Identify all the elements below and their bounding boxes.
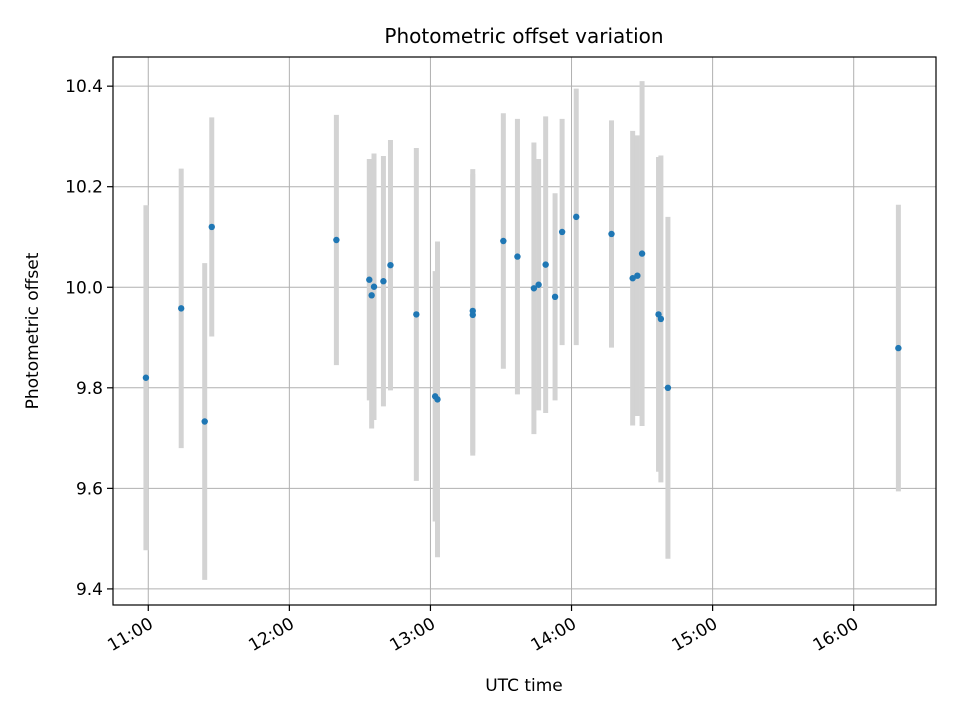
data-point bbox=[629, 275, 636, 282]
data-point bbox=[177, 305, 185, 312]
data-point bbox=[657, 315, 665, 323]
x-tick-label: 15:00 bbox=[669, 614, 721, 656]
y-tick-label: 9.4 bbox=[76, 580, 103, 600]
data-point bbox=[530, 285, 538, 292]
data-point bbox=[208, 223, 215, 231]
data-point bbox=[370, 283, 378, 290]
y-tick-label: 10.4 bbox=[65, 77, 103, 97]
data-point bbox=[368, 292, 375, 299]
x-axis: 11:00 12:00 13:00 14:00 15:00 16:00 bbox=[104, 605, 862, 656]
error-bars bbox=[143, 81, 901, 580]
data-point bbox=[634, 272, 641, 279]
x-axis-label: UTC time bbox=[485, 676, 563, 696]
x-tick-label: 16:00 bbox=[810, 614, 862, 656]
data-point bbox=[142, 374, 150, 381]
data-point bbox=[380, 278, 387, 285]
data-point bbox=[664, 384, 672, 392]
y-tick-label: 9.6 bbox=[76, 479, 103, 499]
data-point bbox=[333, 236, 340, 244]
grid bbox=[113, 57, 936, 605]
data-point bbox=[469, 311, 476, 319]
data-point bbox=[895, 344, 902, 352]
data-point bbox=[608, 230, 615, 238]
data-point bbox=[551, 293, 559, 301]
data-point bbox=[638, 250, 646, 257]
data-point bbox=[366, 276, 373, 283]
chart-title: Photometric offset variation bbox=[384, 24, 663, 48]
data-point bbox=[535, 281, 542, 288]
y-tick-label: 9.8 bbox=[76, 379, 103, 399]
data-point bbox=[434, 396, 441, 403]
x-tick-label: 14:00 bbox=[528, 614, 580, 656]
data-point bbox=[542, 261, 549, 268]
data-point bbox=[558, 228, 566, 236]
x-tick-label: 13:00 bbox=[387, 614, 439, 656]
y-tick-label: 10.2 bbox=[65, 178, 103, 198]
data-point bbox=[573, 213, 580, 221]
data-point bbox=[500, 237, 507, 245]
data-points bbox=[142, 213, 902, 425]
y-axis-label: Photometric offset bbox=[23, 252, 43, 409]
data-point bbox=[201, 418, 208, 425]
data-point bbox=[387, 261, 394, 269]
data-point bbox=[514, 253, 521, 260]
data-point bbox=[413, 311, 420, 318]
x-tick-label: 12:00 bbox=[245, 614, 297, 656]
y-axis: 9.4 9.6 9.8 10.0 10.2 10.4 bbox=[65, 77, 113, 600]
x-tick-label: 11:00 bbox=[104, 614, 156, 656]
y-tick-label: 10.0 bbox=[65, 278, 103, 298]
plot-frame bbox=[112, 56, 937, 606]
